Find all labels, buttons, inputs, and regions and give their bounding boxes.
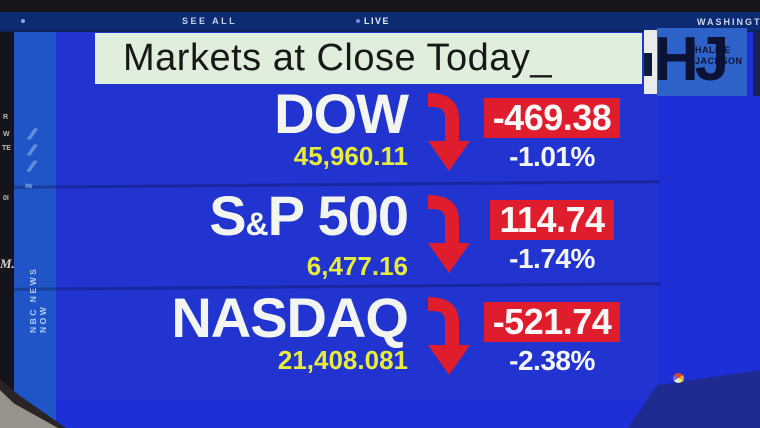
index-name-value: S&P 500 6,477.16 [56, 184, 409, 282]
screen-edge [753, 30, 760, 96]
market-row-nasdaq: NASDAQ 21,408.081 -521.74 -2.38% [56, 286, 656, 388]
background-text-fragment: R [3, 114, 9, 121]
down-arrow-icon [418, 90, 470, 174]
badge-edge-graphic [644, 30, 657, 94]
index-close-value: 45,960.11 [293, 141, 408, 171]
index-name-value: DOW 45,960.11 [56, 82, 409, 172]
index-name: NASDAQ [171, 286, 409, 349]
indicator-dot-icon [21, 19, 25, 23]
index-name: S&P 500 [209, 184, 409, 247]
left-brand-column [14, 30, 56, 428]
background-text-fragment: M. [0, 256, 15, 271]
live-indicator: LIVE [356, 16, 390, 26]
index-name: DOW [274, 82, 409, 145]
market-row-dow: DOW 45,960.11 -469.38 -1.01% [56, 82, 656, 184]
down-arrow-icon [418, 192, 470, 276]
see-all-button[interactable]: SEE ALL [182, 16, 238, 26]
index-change-block: -469.38 -1.01% [476, 98, 628, 173]
change-badge: 114.74 [490, 200, 614, 240]
background-text-fragment: 0I [3, 195, 9, 202]
change-badge: -469.38 [483, 98, 621, 138]
correspondent-initials: HJ [657, 28, 729, 94]
nbc-peacock-icon [673, 373, 684, 383]
left-offscreen-strip: R W TE 0I M. [0, 30, 15, 428]
background-text-fragment: W [3, 131, 10, 138]
index-close-value: 6,477.16 [306, 251, 408, 281]
index-change-block: -521.74 -2.38% [476, 302, 628, 377]
live-dot-icon [356, 19, 360, 23]
headline-banner: Markets at Close Today_ [95, 33, 642, 84]
index-close-value: 21,408.081 [277, 345, 408, 375]
change-percent: -1.01% [509, 141, 595, 172]
market-row-sp500: S&P 500 6,477.16 114.74 -1.74% [56, 184, 656, 286]
change-percent: -2.38% [509, 345, 595, 376]
background-text-fragment: TE [2, 145, 11, 152]
change-percent: -1.74% [509, 243, 595, 274]
top-bar: SEE ALL LIVE WASHINGTON [0, 12, 760, 32]
correspondent-badge: HJ HALLIE JACKSON [657, 28, 747, 96]
live-label: LIVE [364, 16, 391, 26]
correspondent-name: HALLIE JACKSON [695, 45, 743, 66]
location-label: WASHINGTON [697, 17, 760, 27]
room-background [0, 0, 760, 13]
channel-label-vertical: NBC NEWS NOW [28, 266, 48, 333]
nbc-now-watermark-icon [14, 125, 49, 207]
ampersand: & [245, 206, 269, 242]
down-arrow-icon [418, 294, 470, 378]
index-change-block: 114.74 -1.74% [476, 200, 628, 275]
change-badge: -521.74 [483, 302, 621, 342]
headline-title: Markets at Close Today_ [123, 37, 552, 79]
badge-edge-notch [644, 53, 652, 76]
index-name-value: NASDAQ 21,408.081 [56, 286, 409, 376]
